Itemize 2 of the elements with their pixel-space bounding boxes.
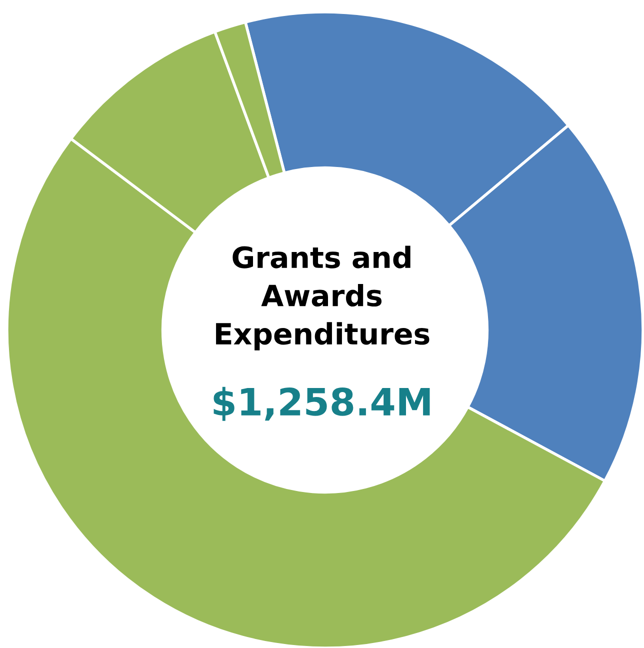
text: Grants and Awards Expenditures — [216, 246, 430, 350]
text: $1,258.4M — [214, 386, 430, 421]
